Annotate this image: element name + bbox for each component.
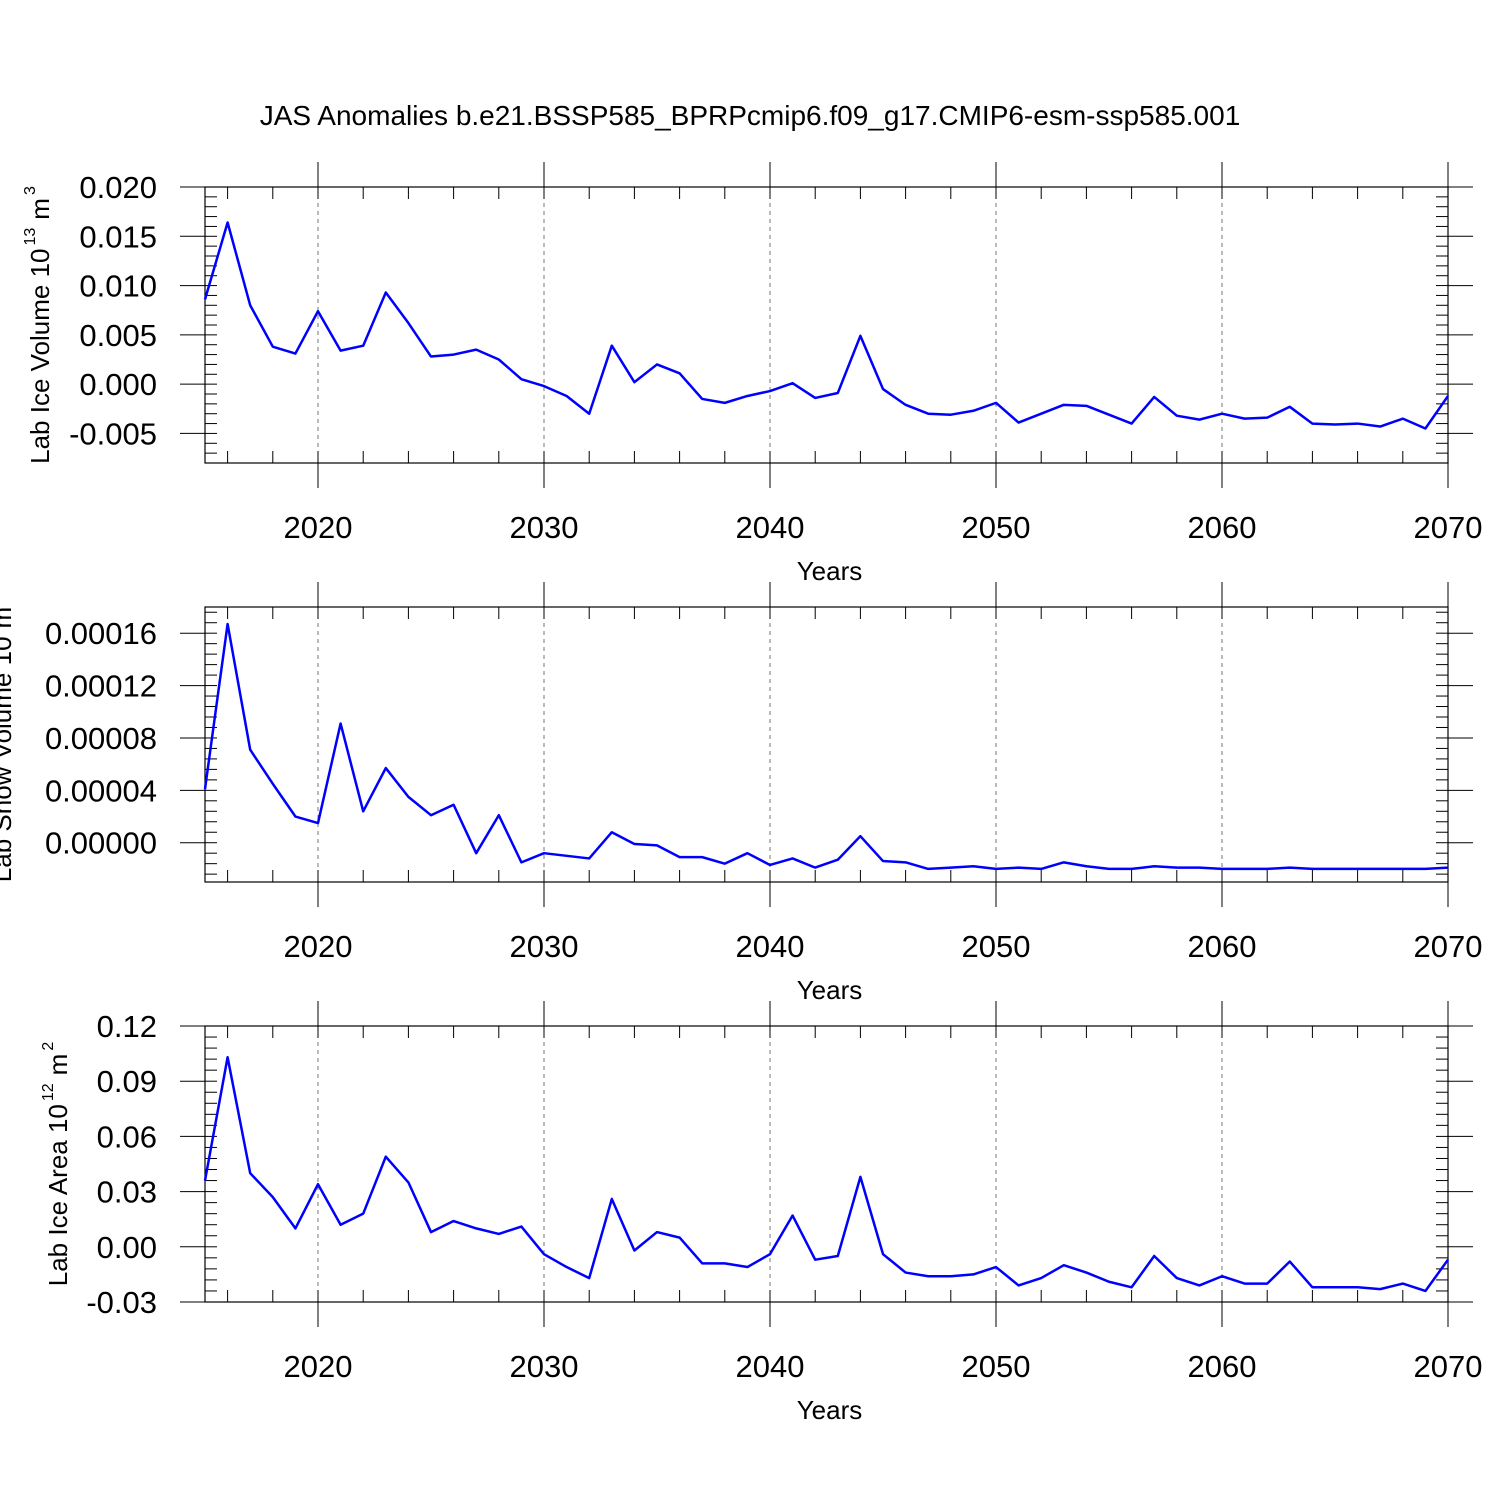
x-axis-label: Years [797,975,863,1005]
x-axis-label: Years [797,556,863,586]
y-axis-label: Lab Ice Volume 10 13 m 3 [22,186,55,464]
y-axis-label-part: 12 [40,1083,57,1101]
y-tick-label: 0.12 [97,1009,157,1044]
y-tick-label: -0.03 [86,1285,157,1320]
x-tick-label: 2030 [510,1349,579,1384]
y-axis-label: Lab Ice Area 10 12 m 2 [40,1042,73,1287]
x-tick-label: 2050 [962,510,1031,545]
data-line [203,221,1450,430]
plot-frame [204,186,1449,464]
chart-title: JAS Anomalies b.e21.BSSP585_BPRPcmip6.f0… [260,100,1241,131]
y-axis-label-part: Lab Snow Volume 10 [0,636,17,882]
plot-frame [204,606,1449,883]
y-tick-label: 0.09 [97,1064,157,1099]
x-tick-label: 2020 [284,929,353,964]
x-tick-label: 2020 [284,510,353,545]
y-tick-label: -0.005 [69,416,157,451]
y-tick-label: 0.010 [79,269,157,304]
y-axis-label-part: m [0,607,17,629]
y-axis-label-part: m [43,1054,73,1076]
y-axis-label-part: Lab Ice Volume 10 [25,248,55,463]
x-tick-label: 2060 [1188,1349,1257,1384]
y-axis-label-part: 2 [40,1042,57,1051]
x-tick-label: 2030 [510,510,579,545]
x-tick-label: 2070 [1414,1349,1483,1384]
y-tick-label: 0.000 [79,367,157,402]
x-tick-label: 2070 [1414,510,1483,545]
y-tick-label: 0.00 [97,1230,157,1265]
data-line [203,1056,1450,1293]
y-axis-label-part: m [25,198,55,220]
x-tick-label: 2040 [736,929,805,964]
y-axis-label-part: 3 [22,186,39,195]
y-axis-label: Lab Snow Volume 10 m [0,607,17,882]
x-tick-label: 2040 [736,1349,805,1384]
x-tick-label: 2060 [1188,929,1257,964]
y-tick-label: 0.00008 [45,721,157,756]
y-tick-label: 0.015 [79,219,157,254]
data-line [203,622,1449,871]
y-tick-label: 0.00016 [45,616,157,651]
x-tick-label: 2040 [736,510,805,545]
x-tick-label: 2020 [284,1349,353,1384]
x-tick-label: 2060 [1188,510,1257,545]
y-tick-label: 0.03 [97,1175,157,1210]
y-tick-label: 0.00004 [45,773,157,808]
x-tick-label: 2050 [962,1349,1031,1384]
x-tick-label: 2070 [1414,929,1483,964]
y-tick-label: 0.06 [97,1119,157,1154]
y-tick-label: 0.00000 [45,826,157,861]
plot-frame [204,1025,1449,1303]
x-tick-label: 2050 [962,929,1031,964]
y-tick-label: 0.020 [79,170,157,205]
x-tick-label: 2030 [510,929,579,964]
y-axis-label-part: Lab Ice Area 10 [43,1104,73,1286]
y-tick-label: 0.00012 [45,669,157,704]
y-axis-label-part: 13 [22,228,39,246]
x-axis-label: Years [797,1395,863,1425]
y-tick-label: 0.005 [79,318,157,353]
